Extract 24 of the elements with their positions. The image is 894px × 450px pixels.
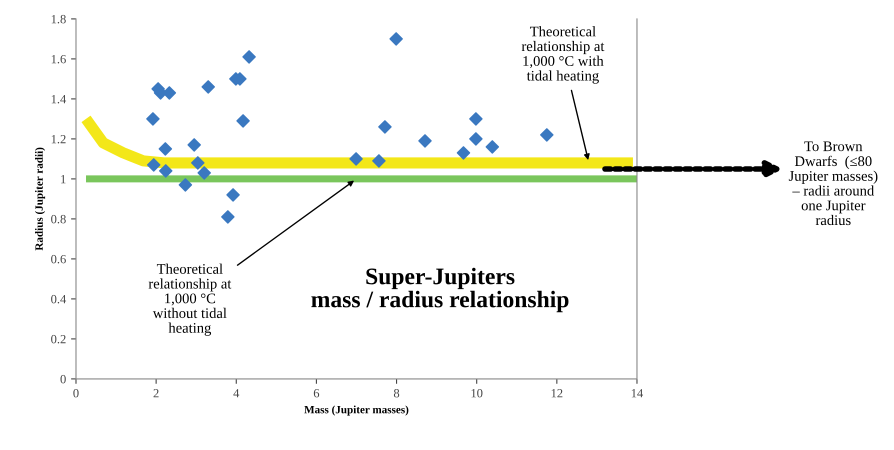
y-tick-label: 1.4	[52, 94, 66, 104]
y-axis-title: Radius (Jupiter radii)	[35, 148, 46, 250]
y-tick-label: 1.8	[52, 14, 66, 24]
x-axis-title: Mass (Jupiter masses)	[304, 406, 408, 416]
annotation: Theoretical relationship at 1,000 °C without tidal heating	[148, 264, 232, 336]
x-tick-label: 8	[394, 388, 400, 398]
y-tick-label: 0.6	[51, 254, 66, 264]
y-tick-label: 0.2	[51, 334, 66, 344]
x-tick-label: 12	[552, 389, 562, 398]
text: Super-Jupiters mass / radius relationship	[311, 268, 568, 312]
y-tick-label: 0.8	[51, 214, 66, 224]
text: To Brown Dwarfs (≤80 Jupiter masses) – radii around one Jupiter radius	[788, 142, 878, 226]
y-tick-label: 0.4	[51, 294, 66, 304]
x-tick-label: 10	[472, 388, 482, 398]
y-tick-label: 1.6	[52, 54, 66, 64]
x-tick-label: 2	[154, 389, 159, 398]
x-tick-label: 14	[632, 389, 644, 398]
x-tick-label: 6	[314, 389, 320, 398]
x-tick-label: 4	[233, 389, 240, 398]
y-tick-label: 0	[60, 374, 66, 384]
x-tick-label: 0	[73, 388, 79, 398]
annotation: Theoretical relationship at 1,000 °C with tidal heating	[522, 26, 604, 84]
y-tick-label: 1.2	[52, 134, 66, 144]
y-tick-label: 1	[61, 174, 66, 184]
